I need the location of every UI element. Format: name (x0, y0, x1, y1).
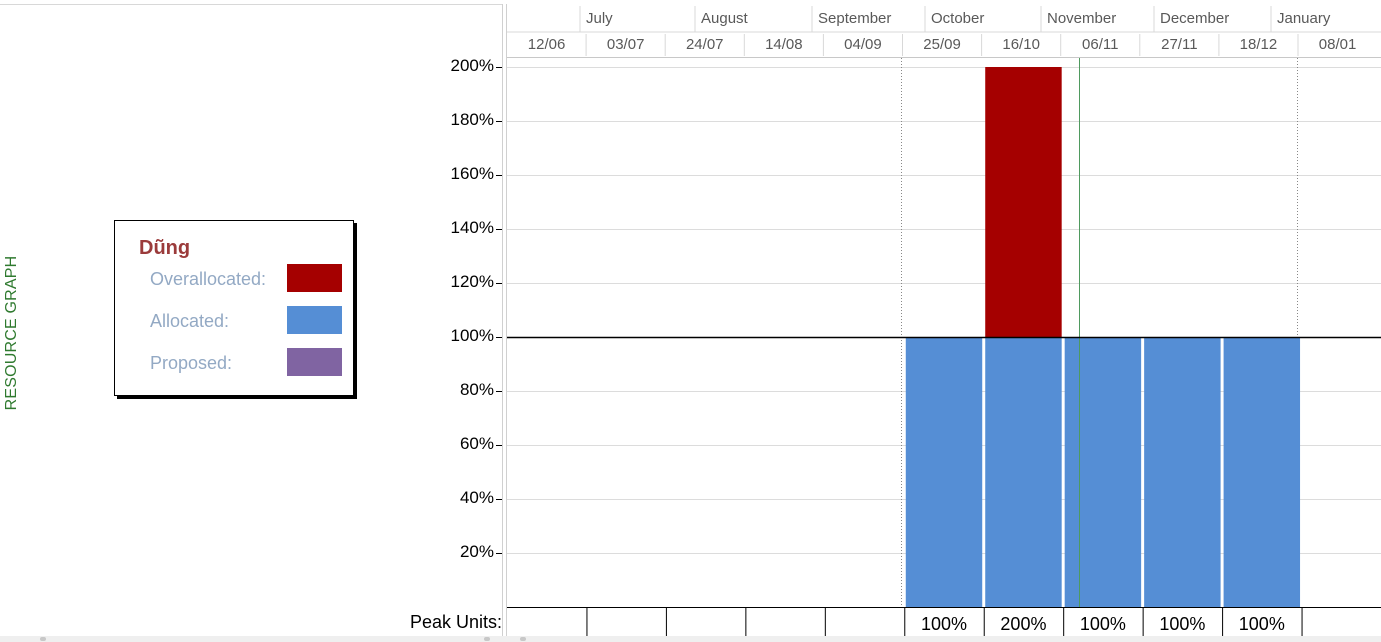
scroll-left-icon[interactable] (520, 637, 526, 641)
y-tick-label: 160% (450, 164, 494, 183)
month-label: August (701, 10, 749, 27)
week-label: 24/07 (686, 36, 724, 53)
y-tick-label: 140% (450, 218, 494, 237)
month-label: September (818, 10, 891, 27)
week-label: 27/11 (1161, 36, 1197, 53)
y-tick-label: 60% (459, 434, 494, 453)
y-tick-label: 80% (459, 380, 494, 399)
y-tick-label: 100% (450, 326, 494, 345)
y-tick (496, 391, 503, 392)
week-label: 06/11 (1082, 36, 1118, 53)
y-tick-label: 20% (459, 542, 494, 561)
y-tick (496, 445, 503, 446)
legend-swatch-proposed (287, 348, 342, 376)
legend-swatch-overallocated (287, 264, 342, 292)
scroll-left-icon[interactable] (40, 637, 46, 641)
legend-resource-name: Dũng (139, 237, 191, 259)
week-label: 25/09 (923, 36, 961, 53)
scroll-right-icon[interactable] (484, 637, 490, 641)
legend-label-allocated: Allocated: (150, 311, 230, 331)
timescale: July August September October November Decemb… (507, 4, 1381, 58)
peak-units-value: 100% (921, 614, 967, 634)
month-label: December (1160, 10, 1229, 27)
bar-allocated-25/09[interactable] (905, 337, 983, 607)
week-label: 04/09 (844, 36, 882, 53)
legend: Dũng Overallocated: Allocated: Proposed: (114, 220, 354, 396)
month-label: January (1277, 10, 1331, 27)
peak-units-value: 100% (1239, 614, 1285, 634)
week-label: 12/06 (528, 36, 566, 53)
legend-label-overallocated: Overallocated: (150, 269, 267, 289)
y-tick-label: 120% (450, 272, 494, 291)
peak-units-value: 100% (1080, 614, 1126, 634)
y-tick-label: 180% (450, 110, 494, 129)
y-tick (496, 229, 503, 230)
month-label: July (586, 10, 613, 27)
y-tick (496, 499, 503, 500)
week-label: 14/08 (765, 36, 803, 53)
week-label: 16/10 (1002, 36, 1040, 53)
month-label: November (1047, 10, 1116, 27)
side-title: RESOURCE GRAPH (3, 255, 20, 411)
bar-allocated-18/12[interactable] (1223, 337, 1301, 607)
legend-swatch-allocated (287, 306, 342, 334)
bar-allocated-06/11[interactable] (1064, 337, 1142, 607)
horizontal-scrollbar[interactable] (0, 636, 1381, 642)
peak-units-label: Peak Units: (409, 612, 502, 632)
pane-divider[interactable] (502, 4, 507, 636)
bar-overallocated-16/10[interactable] (985, 67, 1062, 337)
month-label: October (931, 10, 984, 27)
legend-label-proposed: Proposed: (150, 353, 233, 373)
y-tick (496, 283, 503, 284)
y-tick (496, 175, 503, 176)
week-label: 08/01 (1319, 36, 1357, 53)
y-tick-label: 40% (459, 488, 494, 507)
y-tick-label: 200% (450, 56, 494, 75)
peak-units-value: 100% (1159, 614, 1205, 634)
bar-allocated-16/10[interactable] (985, 337, 1062, 607)
week-label: 03/07 (607, 36, 645, 53)
y-tick (496, 67, 503, 68)
peak-units-value: 200% (1000, 614, 1046, 634)
y-tick (496, 553, 503, 554)
y-tick (496, 337, 503, 338)
week-label: 18/12 (1240, 36, 1278, 53)
bar-allocated-27/11[interactable] (1144, 337, 1221, 607)
y-tick (496, 121, 503, 122)
